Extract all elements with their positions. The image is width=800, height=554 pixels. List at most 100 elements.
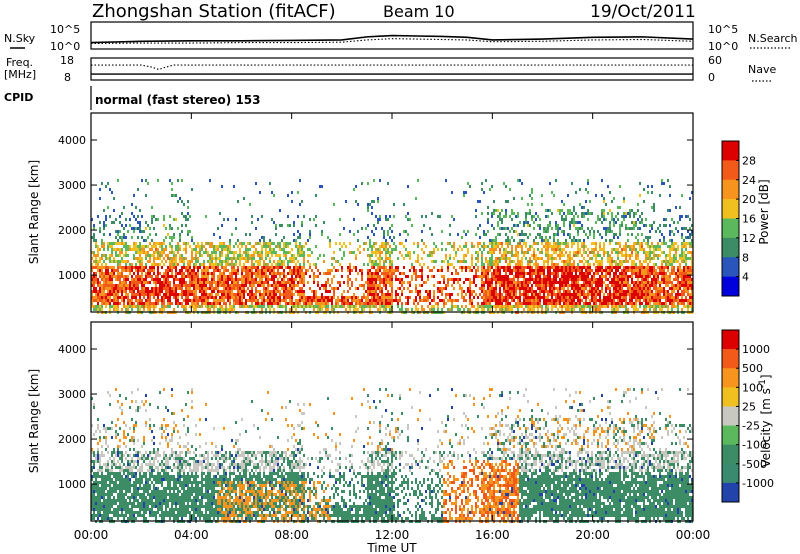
power-cell xyxy=(227,248,229,251)
power-cell xyxy=(415,197,417,200)
power-cell xyxy=(331,296,333,299)
power-cell xyxy=(267,254,269,257)
power-cell xyxy=(115,287,117,290)
power-cell xyxy=(219,272,221,275)
power-cell xyxy=(421,278,423,281)
power-cell xyxy=(487,266,489,269)
power-cell xyxy=(151,275,153,278)
power-cell xyxy=(629,212,631,215)
power-cell xyxy=(495,245,497,248)
power-cell xyxy=(371,245,373,248)
power-cell xyxy=(217,275,219,278)
power-cell xyxy=(297,281,299,284)
power-cell xyxy=(485,272,487,275)
power-cell xyxy=(637,233,639,236)
power-cell xyxy=(235,278,237,281)
power-cell xyxy=(303,272,305,275)
power-cell xyxy=(511,209,513,212)
power-cell xyxy=(367,287,369,290)
power-cell xyxy=(265,290,267,293)
power-cell xyxy=(235,218,237,221)
power-cell xyxy=(505,299,507,302)
power-cell xyxy=(299,203,301,206)
power-cell xyxy=(633,272,635,275)
power-cell xyxy=(595,293,597,296)
power-cell xyxy=(451,191,453,194)
power-cell xyxy=(609,239,611,242)
power-cell xyxy=(269,245,271,248)
power-cell xyxy=(523,266,525,269)
power-cell xyxy=(501,308,503,311)
power-cell xyxy=(199,251,201,254)
power-cell xyxy=(149,233,151,236)
power-cell xyxy=(293,233,295,236)
power-cell xyxy=(407,296,409,299)
power-cell xyxy=(273,194,275,197)
power-cell xyxy=(383,305,385,308)
power-cell xyxy=(239,296,241,299)
power-cell xyxy=(251,266,253,269)
power-cell xyxy=(613,266,615,269)
power-cell xyxy=(611,212,613,215)
power-cell xyxy=(607,296,609,299)
power-cell xyxy=(117,290,119,293)
power-cell xyxy=(579,260,581,263)
power-cell xyxy=(499,275,501,278)
power-cell xyxy=(255,278,257,281)
power-cell xyxy=(567,245,569,248)
power-cell xyxy=(493,242,495,245)
power-cell xyxy=(597,272,599,275)
power-cell xyxy=(113,257,115,260)
power-cell xyxy=(299,275,301,278)
power-cell xyxy=(195,305,197,308)
power-cell xyxy=(213,290,215,293)
power-cell xyxy=(319,254,321,257)
power-cell xyxy=(139,230,141,233)
power-cell xyxy=(245,278,247,281)
power-cell xyxy=(139,242,141,245)
power-cell xyxy=(525,281,527,284)
power-cell xyxy=(493,269,495,272)
power-cell xyxy=(99,305,101,308)
power-cell xyxy=(601,275,603,278)
power-cell xyxy=(139,227,141,230)
power-cell xyxy=(103,281,105,284)
power-cell xyxy=(255,296,257,299)
beam-label: Beam 10 xyxy=(383,2,455,21)
power-cell xyxy=(365,302,367,305)
power-cell xyxy=(513,275,515,278)
power-cell xyxy=(167,266,169,269)
power-cell xyxy=(605,290,607,293)
power-cell xyxy=(555,269,557,272)
power-cell xyxy=(499,242,501,245)
power-cell xyxy=(575,290,577,293)
power-cell xyxy=(145,257,147,260)
power-cell xyxy=(105,254,107,257)
power-cell xyxy=(515,266,517,269)
power-cell xyxy=(157,242,159,245)
power-cell xyxy=(129,218,131,221)
power-cell xyxy=(137,269,139,272)
power-cell xyxy=(559,293,561,296)
power-cell xyxy=(163,251,165,254)
power-cell xyxy=(499,233,501,236)
power-cell xyxy=(457,233,459,236)
power-cell xyxy=(283,305,285,308)
power-cell xyxy=(221,248,223,251)
power-cell xyxy=(523,272,525,275)
power-cell xyxy=(421,215,423,218)
power-cell xyxy=(237,290,239,293)
power-cell xyxy=(573,269,575,272)
power-cell xyxy=(219,281,221,284)
power-cell xyxy=(621,221,623,224)
power-cell xyxy=(97,269,99,272)
power-cell xyxy=(95,272,97,275)
power-cell xyxy=(523,281,525,284)
power-cell xyxy=(309,236,311,239)
power-cell xyxy=(489,284,491,287)
power-cell xyxy=(303,275,305,278)
power-cell xyxy=(513,239,515,242)
power-cell xyxy=(433,260,435,263)
power-cell xyxy=(101,242,103,245)
power-cell xyxy=(93,299,95,302)
